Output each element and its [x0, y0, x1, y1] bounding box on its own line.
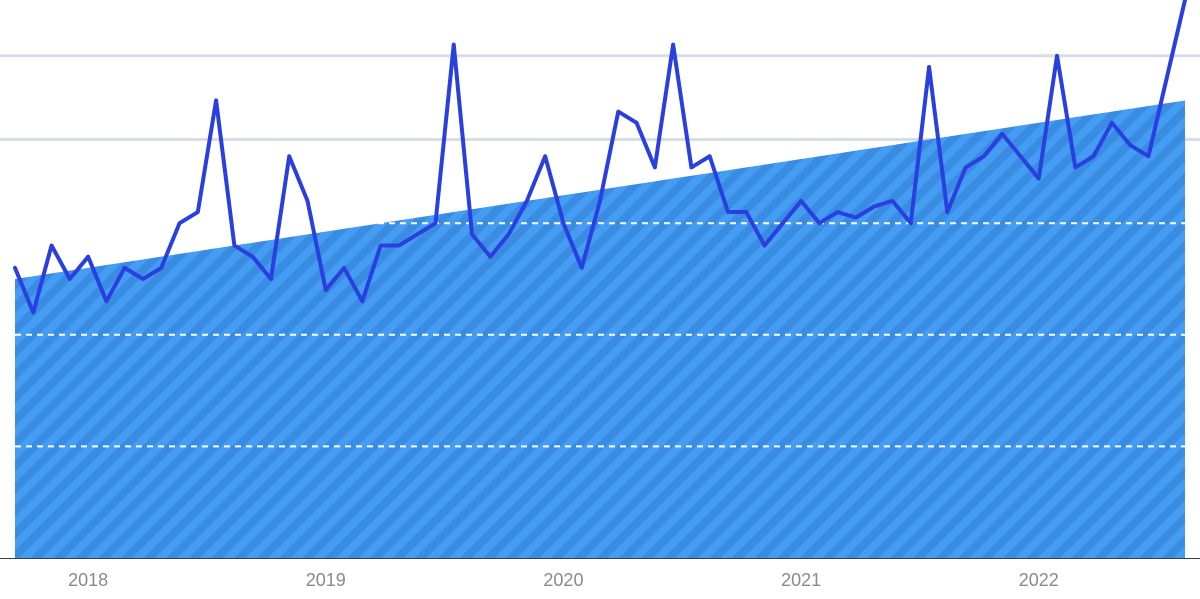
chart-canvas	[0, 0, 1200, 599]
time-series-chart: 2018 2019 2020 2021 2022	[0, 0, 1200, 599]
x-tick-label: 2021	[781, 570, 821, 591]
x-tick-label: 2018	[68, 570, 108, 591]
x-tick-label: 2019	[306, 570, 346, 591]
x-tick-label: 2020	[543, 570, 583, 591]
x-tick-label: 2022	[1019, 570, 1059, 591]
